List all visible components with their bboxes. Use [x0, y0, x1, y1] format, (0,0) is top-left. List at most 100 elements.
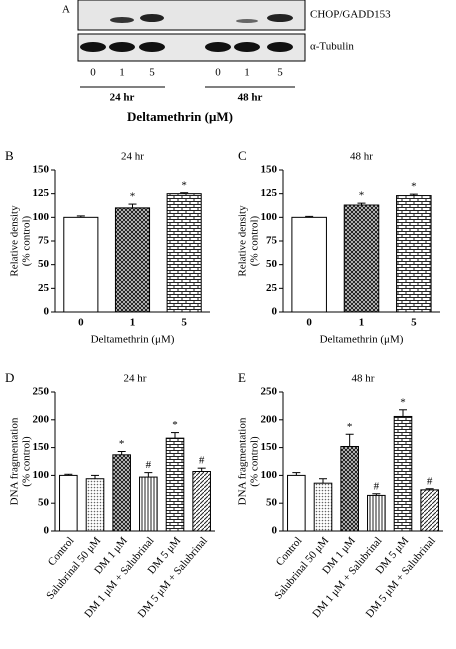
significance-marker: #	[427, 475, 433, 487]
y-tick-label: 100	[261, 211, 278, 223]
group-label: 24 hr	[110, 92, 135, 104]
y-axis-label: (% control)	[249, 215, 261, 266]
band	[267, 14, 293, 22]
bar	[192, 471, 211, 532]
bar	[139, 476, 158, 532]
x-tick-label: 1	[359, 317, 365, 329]
band	[139, 42, 165, 52]
chart-title: 24 hr	[121, 151, 144, 163]
y-axis-label: DNA fragmentation	[9, 417, 21, 505]
y-tick-label: 200	[33, 413, 50, 425]
bar	[59, 474, 78, 532]
panel-label: A	[62, 4, 70, 16]
y-tick-label: 150	[261, 441, 278, 453]
y-tick-label: 125	[33, 187, 50, 199]
bar	[63, 216, 99, 313]
group-label: 48 hr	[238, 92, 263, 104]
y-tick-label: 25	[38, 282, 50, 294]
panel-label: E	[238, 370, 246, 385]
significance-marker: *	[130, 191, 136, 203]
row-label: CHOP/GADD153	[310, 9, 391, 21]
blot-image	[77, 0, 306, 31]
y-tick-label: 0	[44, 306, 50, 318]
x-axis-label: Deltamethrin (μM)	[91, 334, 175, 346]
blot-xlabel: Deltamethrin (μM)	[127, 109, 233, 124]
bar	[396, 195, 432, 313]
significance-marker: *	[411, 181, 417, 193]
y-tick-label: 25	[266, 282, 278, 294]
band	[267, 42, 293, 52]
y-tick-label: 50	[38, 258, 50, 270]
bar	[291, 216, 327, 313]
significance-marker: *	[181, 179, 187, 191]
significance-marker: #	[199, 455, 205, 467]
y-tick-label: 150	[33, 164, 50, 176]
y-axis-label: Relative density	[237, 205, 249, 277]
lane-label: 0	[90, 67, 96, 79]
y-axis-label: (% control)	[21, 215, 33, 266]
bar	[313, 482, 333, 532]
y-tick-label: 150	[33, 441, 50, 453]
bar	[340, 445, 359, 532]
y-tick-label: 200	[261, 413, 278, 425]
bar	[393, 415, 413, 532]
band	[80, 42, 106, 52]
chart-title: 48 hr	[350, 151, 373, 163]
band	[234, 42, 260, 52]
y-tick-label: 100	[33, 469, 50, 481]
y-tick-label: 0	[272, 306, 278, 318]
x-tick-label: 1	[130, 317, 136, 329]
lane-label: 5	[277, 67, 283, 79]
y-tick-label: 50	[266, 497, 278, 509]
y-tick-label: 0	[44, 525, 50, 537]
y-axis-label: (% control)	[21, 436, 33, 487]
bar	[367, 494, 386, 532]
lane-label: 5	[149, 67, 155, 79]
y-tick-label: 50	[38, 497, 50, 509]
y-tick-label: 100	[33, 211, 50, 223]
y-tick-label: 50	[266, 258, 278, 270]
x-tick-label: 5	[181, 317, 187, 329]
y-tick-label: 125	[261, 187, 278, 199]
significance-marker: #	[146, 459, 152, 471]
y-axis-label: Relative density	[9, 205, 21, 277]
panel-label: B	[5, 148, 14, 163]
bar	[112, 454, 131, 532]
bar	[420, 489, 439, 532]
significance-marker: *	[347, 421, 353, 433]
x-tick-label: 0	[306, 317, 312, 329]
band	[140, 14, 164, 22]
bar	[165, 437, 185, 532]
significance-marker: *	[119, 438, 125, 450]
y-axis-label: (% control)	[249, 436, 261, 487]
y-tick-label: 0	[272, 525, 278, 537]
y-tick-label: 150	[261, 164, 278, 176]
y-tick-label: 250	[33, 386, 50, 398]
lane-label: 1	[244, 67, 250, 79]
band	[236, 19, 258, 23]
y-tick-label: 75	[38, 235, 50, 247]
row-label: α-Tubulin	[310, 41, 354, 53]
significance-marker: #	[374, 480, 380, 492]
x-tick-label: 0	[78, 317, 84, 329]
band	[109, 42, 135, 52]
band	[110, 17, 134, 23]
bar	[85, 478, 105, 532]
bar	[343, 204, 380, 313]
significance-marker: *	[400, 396, 406, 408]
significance-marker: *	[359, 190, 365, 202]
bar	[114, 207, 151, 313]
panel-label: D	[5, 370, 14, 385]
blot-panel: A CHOP/GADD153 α-Tubulin 0 1 5 0 1 5 24 …	[62, 0, 391, 124]
significance-marker: *	[172, 419, 178, 431]
y-tick-label: 75	[266, 235, 278, 247]
band	[205, 42, 231, 52]
x-tick-label: 5	[411, 317, 417, 329]
x-axis-label: Deltamethrin (μM)	[320, 334, 404, 346]
bar	[166, 193, 202, 313]
bar	[287, 474, 306, 532]
y-axis-label: DNA fragmentation	[237, 417, 249, 505]
lane-label: 0	[215, 67, 221, 79]
chart-title: 24 hr	[124, 373, 147, 385]
chart-title: 48 hr	[352, 373, 375, 385]
